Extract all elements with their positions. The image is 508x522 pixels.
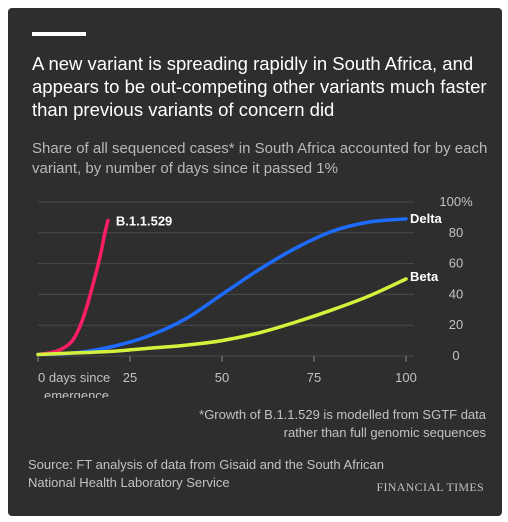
footnote: *Growth of B.1.1.529 is modelled from SG… — [146, 406, 486, 442]
source-line-2: National Health Laboratory Service — [28, 475, 230, 490]
x-tick-label: 100 — [395, 370, 417, 385]
publisher-logo: FINANCIAL TIMES — [376, 480, 484, 494]
x-tick-label-line2: emergence — [44, 388, 109, 398]
x-tick-label: 75 — [307, 370, 321, 385]
series-line-delta — [36, 217, 408, 357]
series-line-beta — [36, 277, 408, 357]
x-axis-ticks: 0 days since emergence 25 50 75 100 — [37, 356, 417, 398]
y-tick-label: 80 — [449, 225, 463, 240]
accent-bar — [32, 32, 86, 36]
y-tick-label: 100% — [439, 194, 473, 209]
source-note: Source: FT analysis of data from Gisaid … — [28, 456, 388, 492]
y-axis-ticks: 100% 80 60 40 20 0 — [439, 194, 473, 363]
x-tick-label: 25 — [123, 370, 137, 385]
series-label-beta: Beta — [410, 269, 439, 284]
x-tick-label: 50 — [215, 370, 229, 385]
y-tick-label: 60 — [449, 256, 463, 271]
footnote-line-1: *Growth of B.1.1.529 is modelled from SG… — [199, 407, 486, 422]
footnote-line-2: rather than full genomic sequences — [283, 425, 486, 440]
chart-card: A new variant is spreading rapidly in So… — [8, 8, 502, 516]
chart-title: A new variant is spreading rapidly in So… — [32, 53, 487, 120]
y-tick-label: 0 — [452, 348, 459, 363]
series-labels: B.1.1.529 Delta Beta — [116, 211, 443, 284]
y-tick-label: 40 — [449, 286, 463, 301]
series-label-delta: Delta — [410, 211, 443, 226]
x-tick-label: 0 days since — [38, 370, 110, 385]
series-label-b-1-1-529: B.1.1.529 — [116, 213, 172, 228]
grid-lines — [38, 201, 414, 357]
source-line-1: Source: FT analysis of data from Gisaid … — [28, 457, 385, 472]
chart-subtitle: Share of all sequenced cases* in South A… — [32, 140, 488, 177]
y-tick-label: 20 — [449, 317, 463, 332]
line-chart: 100% 80 60 40 20 0 0 days since emergence 25 50 7… — [36, 194, 473, 398]
series-lines — [36, 217, 408, 357]
series-line-b-1-1-529 — [36, 218, 110, 357]
